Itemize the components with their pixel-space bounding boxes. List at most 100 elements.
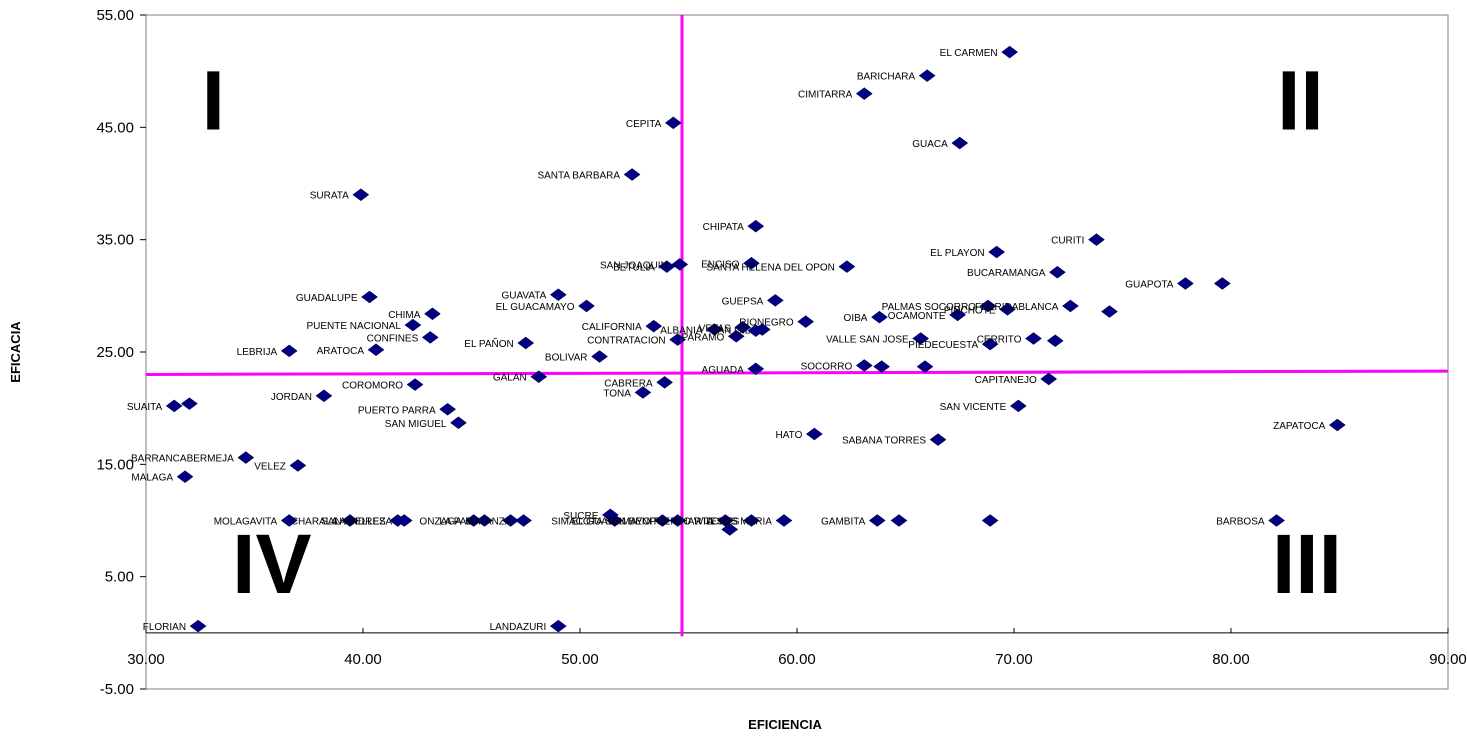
data-point (1177, 277, 1194, 290)
data-point (1328, 418, 1346, 432)
point-label: CHIMA (388, 310, 421, 321)
point-label: SUCRE (563, 511, 598, 522)
data-point (747, 324, 765, 337)
y-tick-label: 55.00 (96, 7, 134, 24)
x-tick-label: 80.00 (1212, 651, 1250, 668)
point-label: CEPITA (626, 119, 662, 130)
point-label: VALLE SAN JOSE (826, 335, 909, 346)
y-axis: 55.00 45.00 35.00 25.00 15.00 5.00 -5.00 (96, 7, 146, 698)
data-point (1268, 514, 1285, 527)
data-point (766, 294, 784, 307)
point-label: FLORIAN (143, 622, 186, 633)
data-point (1048, 265, 1066, 279)
y-tick-label: -5.00 (100, 681, 134, 698)
point-label: EL PAÑON (464, 337, 513, 350)
point-label: CIMITARRA (798, 90, 853, 101)
data-point (280, 344, 298, 358)
data-point (549, 288, 567, 302)
point-label: TONA (603, 388, 631, 399)
x-tick-label: 40.00 (344, 651, 382, 668)
data-point (237, 451, 255, 464)
data-point (280, 514, 298, 527)
point-label: ALBANIA (660, 326, 703, 337)
data-point (671, 258, 689, 271)
data-point (871, 310, 888, 324)
point-label: CAPITANEJO (975, 375, 1037, 386)
data-point (855, 87, 873, 100)
data-point (424, 307, 441, 321)
data-point (361, 290, 378, 304)
point-label: EL CARMEN (940, 48, 998, 59)
data-point (868, 514, 886, 527)
data-point (664, 116, 682, 130)
data-point (669, 333, 687, 346)
data-point (289, 459, 307, 472)
point-label: HATO (776, 430, 803, 441)
point-label: SIMACOTA (551, 517, 603, 528)
data-point (838, 260, 856, 273)
point-label: ENCISO (701, 259, 740, 270)
data-point (999, 303, 1016, 316)
data-point (180, 397, 198, 410)
data-point (855, 359, 873, 372)
point-label: SANTA HELENA DEL OPON (707, 263, 835, 274)
point-label: GUEPSA (722, 296, 764, 307)
data-point (1046, 334, 1064, 348)
point-label: BETULIA (613, 263, 655, 274)
data-point (395, 514, 413, 527)
data-point (912, 332, 930, 345)
data-point (623, 168, 641, 181)
data-point (656, 376, 674, 389)
data-point (949, 308, 966, 322)
point-label: PIEDECUESTA (908, 340, 978, 351)
data-point (873, 360, 891, 373)
data-point (890, 514, 908, 527)
divider-lines (145, 15, 1449, 637)
point-label: CONFINES (367, 333, 419, 344)
y-tick-label: 45.00 (96, 119, 134, 136)
data-point (654, 514, 671, 527)
quadrant-label: II (1277, 53, 1324, 147)
data-point (502, 514, 519, 527)
data-point (1213, 277, 1231, 290)
data-point (981, 514, 999, 527)
data-point (1062, 299, 1079, 313)
data-point (515, 514, 532, 527)
data-point (743, 514, 760, 527)
x-tick-label: 30.00 (127, 651, 165, 668)
point-label: BARBOSA (1216, 517, 1265, 528)
data-point (1009, 399, 1027, 413)
data-point (1040, 372, 1058, 386)
data-point (734, 320, 752, 334)
point-label: CABRERA (604, 378, 653, 389)
y-tick-label: 15.00 (96, 456, 134, 473)
data-point (743, 256, 760, 270)
point-label: CALIFORNIA (582, 322, 642, 333)
point-label: PALMAS SOCORRO (882, 302, 976, 313)
point-label: BARRANCABERMEJA (131, 454, 234, 465)
quadrant-label: III (1272, 517, 1342, 611)
data-point (916, 360, 934, 373)
quadrant-label: I (202, 53, 225, 147)
point-label: AGUADA (702, 365, 745, 376)
point-label: SOCORRO (801, 361, 853, 372)
point-label: PUERTO WILCHES (650, 517, 740, 528)
data-point (315, 389, 333, 403)
point-label: CHARALA (291, 517, 339, 528)
data-point (439, 402, 457, 416)
point-label: SAN ANDRES (321, 517, 386, 528)
data-point (352, 188, 370, 202)
point-label: PUENTE NACIONAL (306, 321, 401, 332)
data-point (981, 337, 999, 351)
point-label: GUAVATA (501, 291, 546, 302)
point-label: EL GUACAMAYO (572, 517, 651, 528)
point-label: CHIPATA (703, 222, 744, 233)
data-point (450, 416, 467, 430)
data-point (530, 370, 548, 384)
data-point (727, 329, 745, 343)
point-label: BARICHARA (857, 72, 916, 83)
point-label: GUACA (912, 139, 948, 150)
point-label: EL PLAYON (930, 248, 984, 259)
point-labels: EL CARMEN BARICHARA CIMITARRA CEPITA GUACA SA… (127, 48, 1326, 633)
